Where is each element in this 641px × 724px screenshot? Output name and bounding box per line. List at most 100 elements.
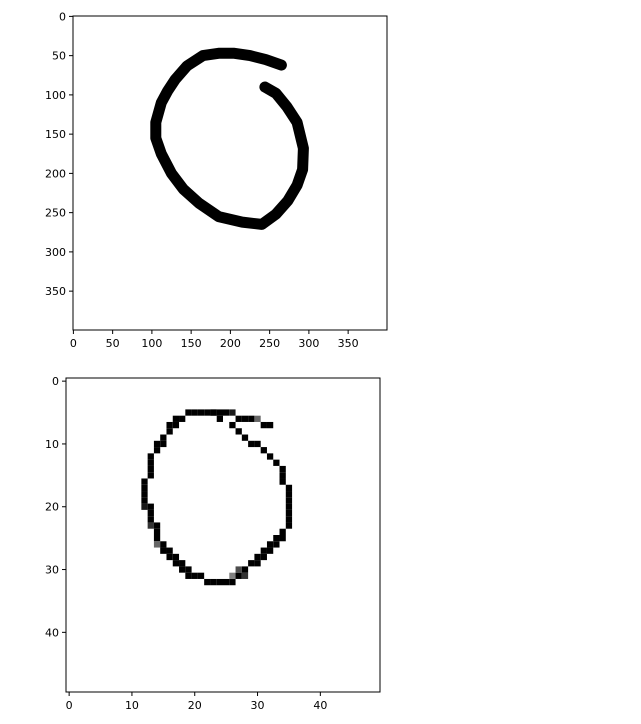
image-pixel bbox=[216, 409, 223, 416]
image-pixel bbox=[210, 409, 217, 416]
image-pixel bbox=[254, 553, 261, 561]
image-pixel bbox=[285, 497, 293, 504]
top-plot-x-tick-label: 300 bbox=[298, 337, 319, 350]
image-pixel bbox=[147, 459, 154, 466]
image-pixel bbox=[166, 421, 173, 429]
image-pixel bbox=[254, 440, 261, 448]
top-plot-y-tick-label: 150 bbox=[45, 128, 66, 141]
image-pixel bbox=[279, 478, 286, 485]
image-pixel bbox=[266, 547, 274, 554]
image-pixel bbox=[241, 572, 249, 579]
image-pixel bbox=[153, 535, 161, 542]
bottom-plot-x-tick-label: 20 bbox=[188, 699, 202, 712]
image-pixel bbox=[210, 578, 217, 586]
image-pixel bbox=[241, 434, 249, 441]
image-pixel bbox=[141, 503, 148, 510]
bottom-image-plot: 0 10 20 30 40 0 10 20 30 40 bbox=[45, 375, 381, 712]
image-pixel bbox=[248, 415, 255, 422]
image-pixel bbox=[160, 547, 167, 554]
image-pixel bbox=[147, 465, 154, 473]
image-pixel bbox=[191, 409, 198, 416]
image-pixel bbox=[160, 440, 167, 448]
bottom-plot-x-tick-label: 30 bbox=[251, 699, 265, 712]
image-pixel bbox=[147, 516, 154, 523]
image-pixel bbox=[273, 541, 280, 548]
image-pixel bbox=[153, 522, 161, 529]
image-pixel bbox=[266, 421, 274, 429]
bottom-plot-x-tick-label: 0 bbox=[66, 699, 73, 712]
bottom-plot-y-tick-label: 10 bbox=[45, 438, 59, 451]
image-pixel bbox=[235, 572, 242, 579]
bottom-plot-y-tick-label: 20 bbox=[45, 501, 59, 514]
image-pixel bbox=[185, 566, 192, 573]
image-pixel bbox=[204, 409, 211, 416]
image-pixel bbox=[160, 541, 167, 548]
image-pixel bbox=[166, 547, 173, 554]
image-pixel bbox=[141, 478, 148, 485]
image-pixel bbox=[179, 560, 186, 567]
image-pixel bbox=[229, 421, 236, 429]
image-pixel bbox=[216, 415, 223, 422]
image-pixel bbox=[248, 440, 255, 448]
image-pixel bbox=[260, 553, 267, 561]
top-plot-y-tick-label: 100 bbox=[45, 89, 66, 102]
image-pixel bbox=[273, 535, 280, 542]
image-pixel bbox=[260, 447, 267, 454]
bottom-plot-y-tick-label: 0 bbox=[52, 375, 59, 388]
top-plot-y-tick-label: 250 bbox=[45, 207, 66, 220]
bottom-plot-y-tick-label: 30 bbox=[45, 564, 59, 577]
image-pixel bbox=[179, 566, 186, 573]
image-pixel bbox=[153, 447, 161, 454]
image-pixel bbox=[166, 428, 173, 435]
image-pixel bbox=[160, 434, 167, 441]
top-plot-axes: 0 50 100 150 200 250 300 350 0 50 100 150 200 250 300 3… bbox=[45, 10, 359, 350]
image-pixel bbox=[223, 409, 230, 416]
top-plot-y-tick-label: 300 bbox=[45, 246, 66, 259]
image-pixel bbox=[153, 440, 161, 448]
image-pixel bbox=[141, 484, 148, 492]
image-pixel bbox=[260, 421, 267, 429]
top-plot-x-tick-label: 50 bbox=[106, 337, 120, 350]
bottom-plot-x-tick-label: 40 bbox=[313, 699, 327, 712]
bottom-plot-y-tick-label: 40 bbox=[45, 626, 59, 639]
image-pixel bbox=[147, 453, 154, 460]
image-pixel bbox=[279, 528, 286, 535]
top-image-plot: 0 50 100 150 200 250 300 350 0 50 100 150 200 250 300 3… bbox=[45, 10, 388, 350]
image-pixel bbox=[166, 553, 173, 561]
bottom-plot-axes: 0 10 20 30 40 0 10 20 30 40 bbox=[45, 375, 327, 712]
top-plot-y-tick-label: 50 bbox=[52, 50, 66, 63]
image-pixel bbox=[285, 491, 293, 498]
image-pixel bbox=[223, 578, 230, 586]
image-pixel bbox=[147, 472, 154, 479]
top-plot-y-tick-label: 0 bbox=[59, 10, 66, 23]
top-image-content bbox=[150, 47, 309, 230]
image-pixel bbox=[197, 409, 205, 416]
image-pixel bbox=[266, 453, 274, 460]
image-pixel bbox=[179, 415, 186, 422]
image-pixel bbox=[172, 560, 180, 567]
bottom-plot-frame bbox=[65, 377, 381, 693]
image-pixel bbox=[241, 566, 249, 573]
top-plot-x-tick-label: 0 bbox=[70, 337, 77, 350]
image-pixel bbox=[273, 459, 280, 466]
image-pixel bbox=[147, 522, 154, 529]
image-pixel bbox=[153, 541, 161, 548]
image-pixel bbox=[147, 503, 154, 510]
bottom-plot-x-tick-label: 10 bbox=[125, 699, 139, 712]
image-pixel bbox=[235, 566, 242, 573]
image-pixel bbox=[285, 522, 293, 529]
top-plot-x-tick-label: 250 bbox=[259, 337, 280, 350]
image-pixel bbox=[266, 541, 274, 548]
image-pixel bbox=[185, 572, 192, 579]
image-pixel bbox=[216, 578, 223, 586]
image-pixel bbox=[248, 560, 255, 567]
image-pixel bbox=[229, 409, 236, 416]
image-pixel bbox=[235, 415, 242, 422]
image-pixel bbox=[204, 578, 211, 586]
top-plot-y-tick-label: 350 bbox=[45, 285, 66, 298]
image-pixel bbox=[229, 578, 236, 586]
image-pixel bbox=[197, 572, 205, 579]
image-pixel bbox=[285, 509, 293, 517]
top-plot-x-tick-label: 350 bbox=[338, 337, 359, 350]
